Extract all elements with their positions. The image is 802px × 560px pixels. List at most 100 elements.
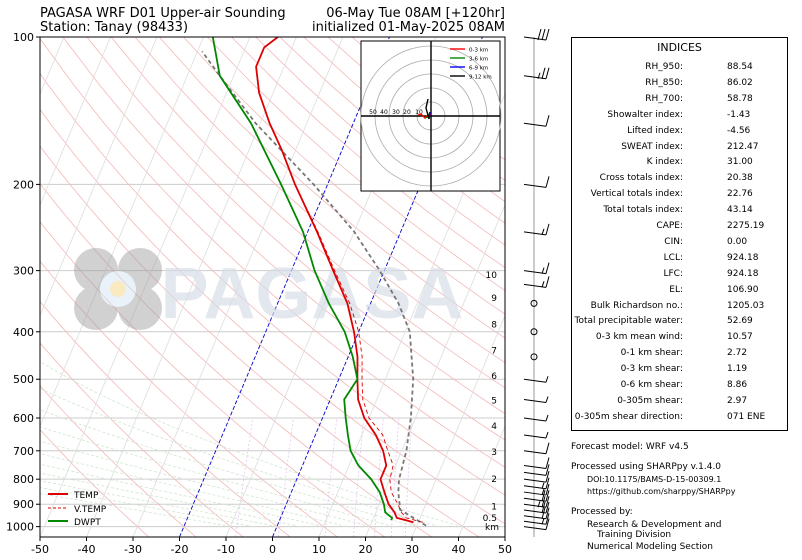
index-row: 0-3 km shear: 1.19 — [572, 364, 787, 380]
index-row: Lifted index: -4.56 — [572, 126, 787, 142]
y-tick-label: 300 — [13, 265, 34, 278]
height-label: 0.5 — [483, 514, 497, 524]
height-label: 3 — [491, 448, 497, 458]
hodo-ring-label: 10 — [415, 109, 423, 116]
index-value: 924.18 — [727, 268, 759, 279]
dwpt-trace — [211, 37, 394, 521]
wind-barb — [523, 490, 550, 502]
isotherm-highlight — [179, 37, 390, 537]
height-label: 7 — [491, 347, 497, 357]
index-value: 31.00 — [727, 157, 753, 168]
height-label: 4 — [491, 422, 497, 432]
index-label: RH_700: — [645, 93, 683, 104]
index-label: Showalter index: — [607, 109, 683, 120]
hodograph-inset: 50 40 30 20 10 0-3 km 3-6 km 6-9 km 9-12 km — [360, 40, 502, 192]
y-tick-label: 900 — [13, 498, 34, 511]
pagasa-watermark: PAGASA — [161, 254, 464, 334]
y-tick-label: 200 — [13, 178, 34, 191]
index-row: RH_700: 58.78 — [572, 94, 787, 110]
y-tick-label: 800 — [13, 473, 34, 486]
wind-barb — [523, 376, 549, 383]
dry-adiabat — [40, 385, 197, 537]
x-tick-label: 10 — [312, 543, 326, 556]
wind-barb — [523, 262, 550, 275]
vtemp-trace — [255, 37, 423, 523]
index-value: 2.97 — [727, 395, 748, 406]
moist-adiabat — [40, 409, 417, 527]
index-label: LCL: — [663, 252, 683, 263]
dry-adiabat — [40, 429, 150, 537]
index-row: 0-1 km shear: 2.72 — [572, 348, 787, 364]
wind-barb — [523, 396, 549, 403]
parcel-trace — [201, 50, 427, 527]
index-label: CAPE: — [656, 221, 683, 231]
wind-barb — [523, 28, 550, 41]
index-row: SWEAT index: 212.47 — [572, 142, 787, 158]
index-row: K index: 31.00 — [572, 157, 787, 173]
index-row: Bulk Richardson no.: 1205.03 — [572, 301, 787, 317]
height-label: 2 — [491, 475, 497, 485]
index-value: 20.38 — [727, 173, 753, 184]
index-value: 86.02 — [727, 77, 753, 88]
index-label: Vertical totals index: — [590, 189, 683, 200]
index-value: 106.90 — [727, 284, 759, 295]
footer-url: https://github.com/sharppy/SHARPpy — [587, 487, 736, 496]
calm-wind-marker — [530, 328, 538, 336]
index-label: SWEAT index: — [621, 141, 683, 152]
index-value: 43.14 — [727, 205, 753, 216]
height-label: 9 — [491, 294, 497, 304]
dry-adiabat — [255, 37, 505, 246]
height-label: 1 — [491, 502, 497, 512]
x-tick-label: 50 — [498, 543, 512, 556]
index-value: 8.86 — [727, 380, 748, 390]
index-row: 0-305m shear direction: 071 ENE — [572, 412, 787, 428]
indices-panel: INDICES RH_950: 88.54 RH_850: 86.02 RH_700: 5… — [571, 37, 788, 431]
index-value: 52.69 — [727, 316, 753, 327]
dry-adiabat — [134, 37, 505, 364]
height-label: 6 — [491, 372, 497, 382]
legend-label: V.TEMP — [74, 505, 107, 515]
footer-processed: Processed using SHARPpy v.1.4.0 — [571, 462, 722, 472]
hodo-legend-label: 9-12 km — [469, 75, 492, 81]
wind-barb — [523, 457, 550, 469]
isotherm — [411, 314, 505, 537]
index-label: CIN: — [664, 236, 683, 247]
chart-legend: TEMP V.TEMP DWPT — [48, 491, 107, 528]
y-tick-label: 1000 — [6, 521, 34, 534]
x-tick-label: -30 — [124, 543, 142, 556]
valid-time: 06-May Tue 08AM [+120hr] — [326, 6, 505, 21]
isotherm — [458, 425, 505, 537]
x-tick-label: 30 — [405, 543, 419, 556]
index-value: 22.76 — [727, 189, 753, 200]
pagasa-logo — [74, 248, 162, 330]
index-row: EL: 106.90 — [572, 285, 787, 301]
index-value: -1.43 — [727, 109, 751, 120]
dry-adiabat — [40, 37, 505, 468]
dry-adiabat — [40, 72, 505, 496]
x-tick-label: -10 — [217, 543, 235, 556]
isotherm — [40, 37, 204, 428]
index-label: Cross totals index: — [599, 173, 683, 184]
index-row: RH_950: 88.54 — [572, 62, 787, 78]
wind-barb — [523, 115, 550, 127]
y-tick-label: 500 — [13, 373, 34, 386]
x-tick-label: 0 — [269, 543, 276, 556]
isotherm — [40, 37, 158, 317]
legend-label: TEMP — [73, 491, 99, 501]
index-label: LFC: — [663, 268, 683, 279]
y-tick-label: 400 — [13, 326, 34, 339]
index-value: 1205.03 — [727, 300, 765, 311]
init-time: initialized 01-May-2025 08AM — [311, 20, 505, 35]
dry-adiabat — [40, 260, 338, 537]
y-tick-label: 600 — [13, 412, 34, 425]
dry-adiabat — [40, 145, 480, 537]
wind-barb — [523, 496, 550, 508]
calm-wind-marker — [530, 353, 538, 361]
hodo-legend-label: 6-9 km — [469, 66, 488, 72]
dry-adiabat — [40, 108, 505, 525]
isotherm — [365, 203, 505, 537]
footer-doi: DOI:10.1175/BAMS-D-15-00309.1 — [587, 475, 722, 484]
index-row: 0-3 km mean wind: 10.57 — [572, 332, 787, 348]
dry-adiabat — [40, 221, 385, 537]
